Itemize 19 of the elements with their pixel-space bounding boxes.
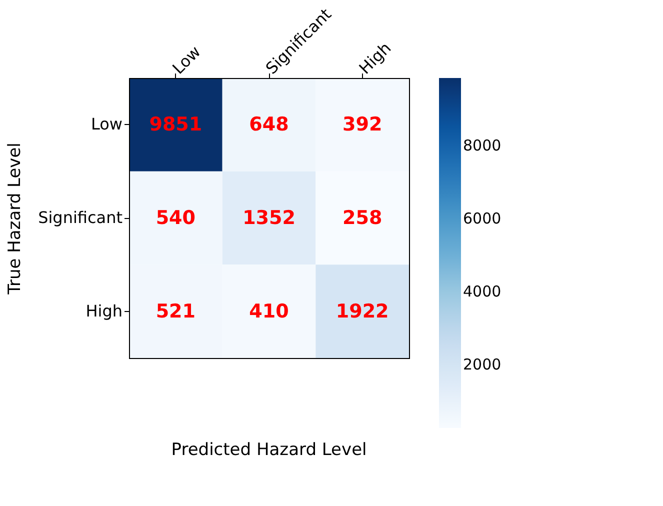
data-label: 410	[249, 300, 289, 322]
y-axis-title: True Hazard Level	[5, 142, 26, 296]
color-bar-label: 2000	[463, 355, 502, 374]
data-label: 9851	[149, 114, 202, 136]
y-tick-label: Significant	[38, 208, 122, 227]
x-axis-title: Predicted Hazard Level	[171, 440, 367, 460]
data-label: 392	[342, 114, 382, 136]
data-label: 1352	[242, 207, 296, 229]
color-bar-label: 4000	[463, 282, 502, 300]
data-label: 648	[249, 114, 289, 136]
data-label: 521	[156, 300, 196, 322]
y-tick-label: High	[86, 301, 122, 320]
color-bar-label: 8000	[463, 136, 502, 155]
data-label: 258	[342, 207, 382, 229]
data-label: 1922	[336, 300, 389, 322]
data-label: 540	[156, 207, 196, 229]
color-bar-label: 6000	[463, 210, 502, 228]
x-tick-label: Low	[168, 42, 204, 78]
y-tick-label: Low	[90, 114, 122, 134]
